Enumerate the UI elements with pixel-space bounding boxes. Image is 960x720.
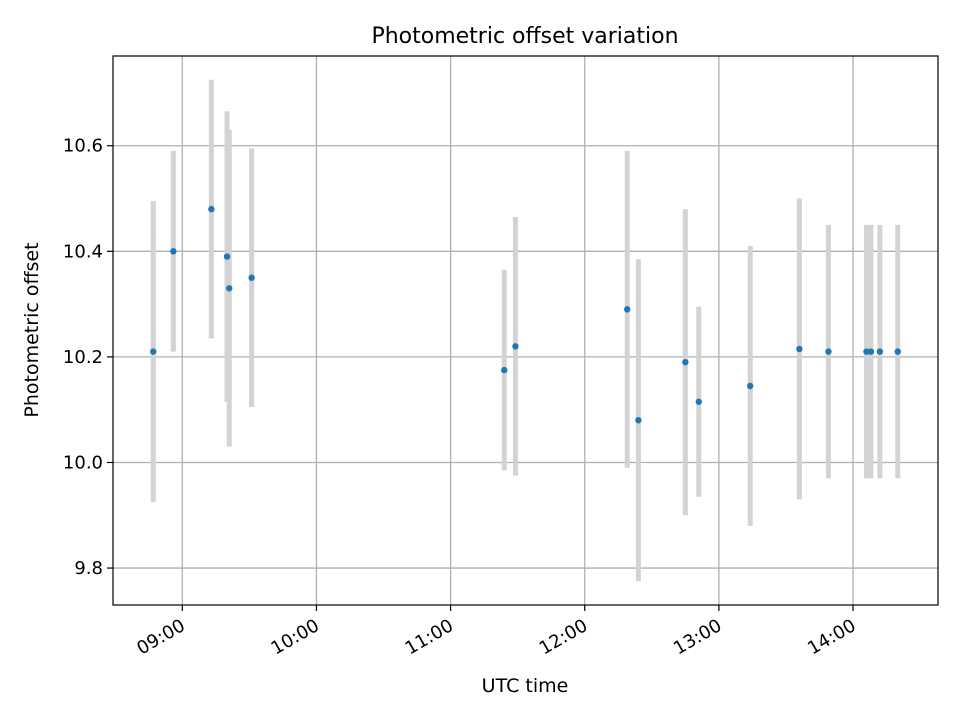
data-point [150,348,157,355]
data-point [796,345,803,353]
data-point [226,285,233,292]
x-tick-label: 11:00 [402,615,457,659]
y-tick-label: 10.2 [63,347,103,368]
x-tick-label: 10:00 [268,615,323,659]
y-tick-label: 10.6 [63,136,103,157]
data-point [248,274,255,281]
chart-title: Photometric offset variation [371,24,678,49]
data-point [876,348,884,355]
data-point [825,348,832,355]
x-tick-label: 12:00 [536,615,591,659]
x-axis-label: UTC time [482,675,569,697]
y-tick-label: 10.0 [63,452,103,473]
data-point [208,205,215,213]
data-point [624,306,631,313]
x-axis-ticks: 09:00 10:00 11:00 12:00 13:00 14:00 [133,605,860,659]
y-axis-label: Photometric offset [21,242,43,417]
y-tick-label: 10.4 [63,241,103,262]
y-tick-label: 9.8 [74,558,103,579]
data-points [150,205,901,424]
data-point [501,366,508,374]
data-point [682,358,689,366]
data-point [170,248,177,255]
data-point [695,398,702,405]
x-tick-label: 13:00 [670,615,725,659]
plot-area-frame [112,55,939,606]
x-tick-label: 14:00 [804,615,859,659]
error-bars [150,79,901,582]
data-point [223,253,231,260]
grid [113,56,938,605]
data-point [512,343,519,350]
data-point [894,348,901,355]
data-point [863,348,870,355]
data-point [746,382,754,390]
data-point [635,417,642,424]
y-axis-ticks: 9.8 10.0 10.2 10.4 10.6 [63,136,113,579]
data-point [867,348,875,355]
x-tick-label: 09:00 [133,615,188,659]
